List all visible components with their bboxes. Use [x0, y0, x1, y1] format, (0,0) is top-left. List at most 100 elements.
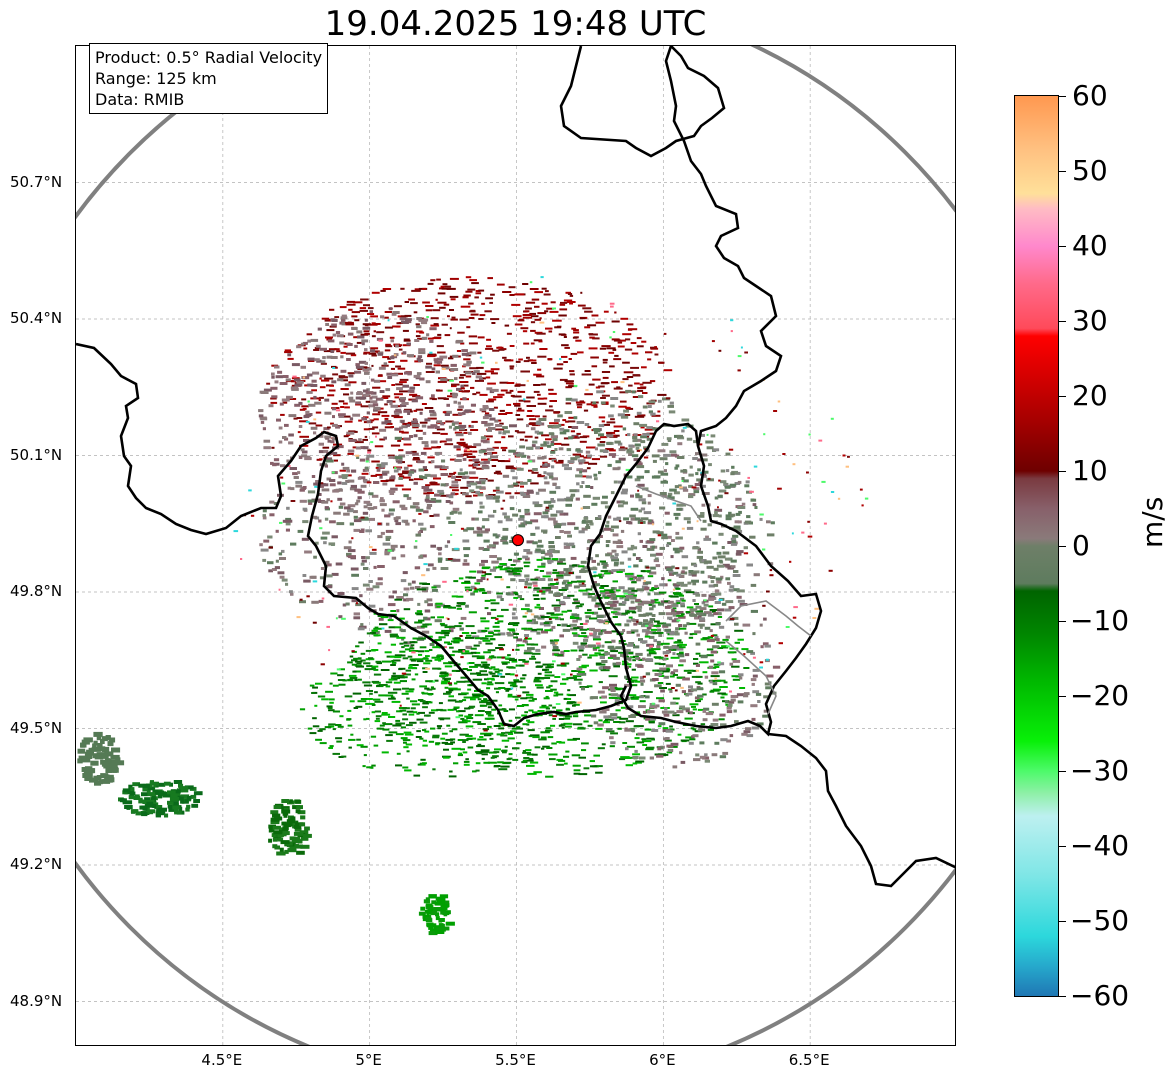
velocity-echo-pixel [549, 422, 559, 425]
velocity-echo-pixel [766, 658, 769, 661]
velocity-echo-pixel [345, 323, 355, 326]
velocity-echo-pixel [456, 607, 462, 610]
velocity-echo-pixel [644, 695, 650, 699]
velocity-echo-pixel [670, 555, 674, 559]
velocity-echo-pixel [484, 599, 491, 602]
velocity-echo-pixel [611, 569, 619, 573]
velocity-echo-pixel [389, 336, 395, 339]
velocity-echo-pixel [421, 763, 426, 766]
velocity-echo-pixel [507, 657, 515, 660]
velocity-echo-pixel [307, 383, 314, 387]
velocity-echo-pixel [537, 355, 547, 358]
velocity-echo-pixel [274, 380, 279, 384]
velocity-echo-pixel [640, 682, 644, 686]
velocity-echo-pixel [497, 761, 504, 764]
velocity-echo-pixel [650, 628, 658, 631]
velocity-echo-pixel [365, 460, 369, 463]
velocity-echo-pixel [329, 701, 334, 704]
velocity-echo-pixel [494, 682, 505, 685]
velocity-echo-pixel [766, 590, 770, 593]
velocity-echo-pixel [524, 310, 530, 313]
velocity-echo-pixel [491, 655, 495, 658]
velocity-echo-pixel [277, 571, 285, 575]
velocity-echo-pixel [543, 588, 551, 592]
velocity-echo-pixel [520, 454, 527, 458]
velocity-echo-pixel [589, 633, 597, 637]
velocity-echo-pixel [545, 506, 549, 509]
velocity-echo-pixel [422, 583, 430, 585]
velocity-echo-pixel [488, 657, 493, 660]
velocity-echo-pixel [516, 409, 525, 412]
velocity-echo-pixel [589, 522, 594, 526]
velocity-echo-pixel [440, 494, 448, 497]
velocity-echo-pixel [349, 700, 355, 703]
velocity-echo-pixel [731, 665, 740, 668]
velocity-echo-pixel [508, 286, 516, 289]
velocity-echo-pixel [516, 453, 523, 457]
velocity-echo-pixel [335, 425, 341, 429]
velocity-echo-pixel [642, 405, 648, 409]
velocity-echo-pixel [481, 481, 486, 485]
velocity-echo-pixel [412, 519, 416, 523]
velocity-echo-pixel [84, 766, 93, 772]
velocity-echo-pixel [425, 309, 432, 312]
velocity-echo-pixel [728, 700, 735, 704]
velocity-echo-pixel [458, 752, 463, 755]
velocity-echo-pixel [453, 641, 460, 644]
velocity-echo-pixel [479, 314, 486, 317]
velocity-echo-pixel [384, 311, 392, 313]
velocity-echo-pixel [558, 314, 567, 317]
velocity-echo-pixel [512, 607, 517, 611]
velocity-echo-pixel [540, 443, 548, 447]
velocity-echo-pixel [351, 327, 358, 330]
velocity-echo-pixel [565, 570, 571, 574]
velocity-echo-pixel [710, 634, 714, 637]
velocity-echo-pixel [464, 650, 470, 653]
velocity-echo-pixel [460, 305, 471, 308]
velocity-echo-pixel [588, 333, 594, 336]
velocity-echo-pixel [668, 688, 673, 691]
velocity-echo-pixel [727, 703, 733, 707]
velocity-echo-pixel [646, 649, 654, 652]
velocity-echo-pixel [560, 682, 567, 685]
velocity-echo-pixel [432, 566, 437, 570]
velocity-echo-pixel [514, 731, 524, 734]
velocity-echo-pixel [609, 745, 615, 748]
velocity-echo-pixel [275, 559, 279, 563]
velocity-echo-pixel [632, 576, 638, 580]
velocity-echo-pixel [563, 697, 569, 700]
velocity-echo-pixel [481, 466, 490, 470]
velocity-echo-pixel [470, 647, 477, 650]
velocity-echo-pixel [353, 616, 361, 620]
velocity-echo-pixel [593, 473, 598, 477]
velocity-echo-pixel [451, 510, 458, 514]
velocity-echo-pixel [602, 606, 611, 609]
velocity-echo-pixel [507, 592, 515, 596]
velocity-echo-pixel [641, 366, 647, 369]
velocity-echo-pixel [543, 557, 551, 560]
velocity-echo-pixel [330, 422, 334, 425]
velocity-echo-pixel [419, 530, 423, 533]
velocity-echo-pixel [709, 609, 718, 611]
velocity-echo-pixel [343, 512, 350, 516]
velocity-echo-pixel [492, 625, 500, 628]
velocity-echo-pixel [575, 489, 580, 493]
velocity-echo-pixel [375, 397, 384, 401]
velocity-echo-pixel [448, 695, 454, 698]
velocity-echo-pixel [494, 419, 499, 423]
velocity-echo-pixel [498, 565, 503, 568]
velocity-echo-pixel [484, 573, 492, 576]
velocity-echo-pixel [335, 331, 341, 334]
velocity-echo-pixel [480, 750, 489, 753]
velocity-echo-pixel [293, 476, 299, 479]
velocity-echo-pixel [665, 682, 671, 685]
velocity-echo-pixel [725, 635, 730, 639]
velocity-echo-pixel [619, 596, 624, 600]
velocity-echo-pixel [637, 608, 642, 612]
velocity-echo-pixel [426, 333, 430, 337]
velocity-echo-pixel [448, 495, 454, 499]
velocity-echo-pixel [600, 436, 608, 439]
velocity-echo-pixel [591, 365, 598, 368]
velocity-echo-pixel [262, 509, 267, 513]
velocity-echo-pixel [414, 586, 421, 589]
